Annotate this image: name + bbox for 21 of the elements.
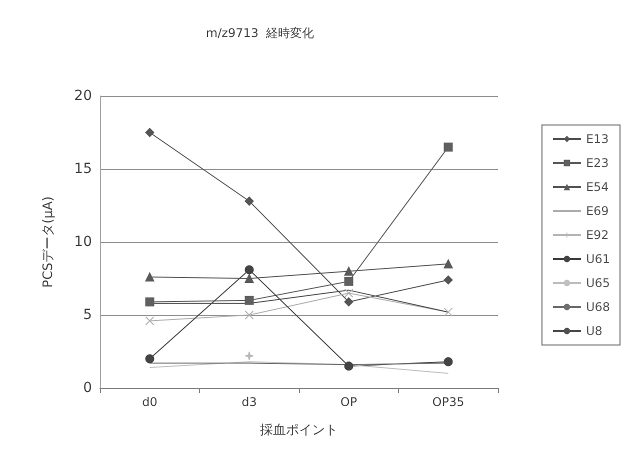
x-tick-label: d3	[242, 395, 257, 409]
legend-label: E69	[586, 204, 609, 218]
y-tick-label: 15	[74, 161, 92, 177]
legend-label: E54	[586, 180, 609, 194]
x-tick-label: d0	[142, 395, 158, 409]
legend-label: E13	[586, 132, 609, 146]
legend-label: E23	[586, 156, 609, 170]
y-tick-label: 5	[83, 307, 92, 323]
x-tick-label: OP	[340, 395, 358, 409]
chart-title: m/z9713 経時変化	[206, 26, 314, 40]
legend-label: U65	[586, 276, 610, 290]
y-tick-label: 0	[83, 380, 92, 396]
x-axis-title: 採血ポイント	[260, 423, 338, 438]
y-tick-label: 20	[74, 88, 92, 104]
y-axis-title: PCSデータ(μA)	[41, 196, 56, 288]
legend-label: U68	[586, 300, 610, 314]
legend-label: E92	[586, 228, 609, 242]
y-tick-label: 10	[74, 234, 92, 250]
legend-label: U61	[586, 252, 610, 266]
legend-label: U8	[586, 324, 602, 338]
x-tick-label: OP35	[432, 395, 464, 409]
